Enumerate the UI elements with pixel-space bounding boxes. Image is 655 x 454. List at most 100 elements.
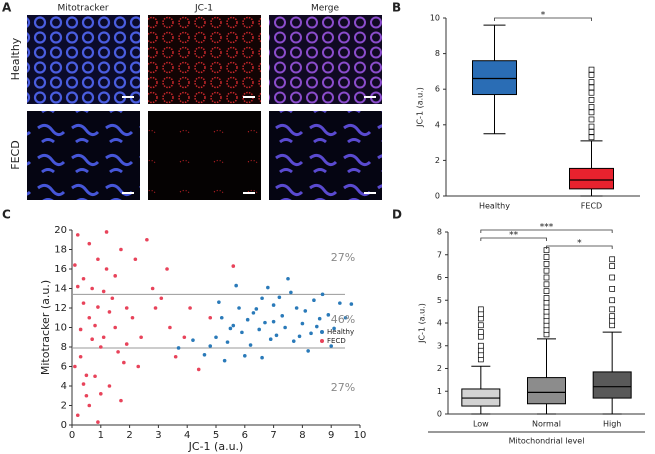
x-tick-label: 7 xyxy=(270,430,276,441)
point xyxy=(75,284,80,289)
point xyxy=(237,306,241,310)
x-tick-label: Healthy xyxy=(479,202,510,211)
point xyxy=(81,301,86,305)
y-tick-label: 4 xyxy=(437,319,442,328)
point xyxy=(263,320,267,325)
point xyxy=(90,286,94,291)
legend-marker xyxy=(320,339,324,343)
x-tick-label: 10 xyxy=(354,430,367,441)
x-tick-label: 6 xyxy=(242,430,248,441)
significance-label: * xyxy=(577,239,582,249)
outlier xyxy=(543,288,550,294)
y-tick-label: 5 xyxy=(437,296,442,305)
point xyxy=(329,344,334,348)
legend-marker xyxy=(320,330,324,334)
micrograph xyxy=(27,15,140,104)
y-tick-label: 8 xyxy=(437,228,442,237)
point xyxy=(208,344,213,348)
point xyxy=(196,367,201,372)
outlier xyxy=(543,274,550,281)
outlier xyxy=(588,72,595,78)
row-label: Healthy xyxy=(9,37,22,80)
point xyxy=(73,364,77,369)
y-tick-label: 18 xyxy=(54,245,67,256)
panel-label: B xyxy=(392,1,401,15)
annotation: 27% xyxy=(331,381,355,394)
point xyxy=(87,315,92,320)
significance-label: ** xyxy=(509,231,519,241)
x-tick-label: 3 xyxy=(155,430,161,441)
outlier xyxy=(588,84,595,91)
point xyxy=(81,276,86,281)
point xyxy=(219,315,224,320)
point xyxy=(306,349,310,353)
point xyxy=(84,373,89,378)
point xyxy=(168,325,172,330)
outlier xyxy=(588,104,595,110)
outlier xyxy=(609,256,616,263)
outlier xyxy=(609,313,616,320)
y-tick-label: 8 xyxy=(61,342,67,353)
point xyxy=(280,314,285,318)
point xyxy=(222,358,227,363)
x-tick-label: 2 xyxy=(126,430,132,441)
y-tick-label: 2 xyxy=(61,401,67,412)
outlier xyxy=(588,66,595,73)
point xyxy=(312,298,316,303)
micrograph xyxy=(269,111,382,200)
point xyxy=(173,354,178,359)
point xyxy=(243,353,247,358)
point xyxy=(130,315,135,320)
y-tick-label: 12 xyxy=(54,303,67,314)
point xyxy=(315,324,319,329)
y-tick-label: 16 xyxy=(54,264,67,275)
significance-label: * xyxy=(541,11,546,21)
y-tick-label: 2 xyxy=(437,364,442,373)
y-axis-label: Mitotracker (a.u.) xyxy=(39,280,52,375)
outlier xyxy=(543,295,550,301)
outlier xyxy=(609,297,616,304)
point xyxy=(136,364,141,369)
row-label: FECD xyxy=(9,140,22,169)
point xyxy=(309,331,313,336)
point xyxy=(165,267,169,271)
point xyxy=(81,382,86,386)
y-axis-label: JC-1 (a.u.) xyxy=(418,303,427,344)
point xyxy=(124,306,129,310)
point xyxy=(251,311,256,315)
point xyxy=(332,326,336,331)
y-tick-label: 4 xyxy=(61,381,67,392)
point xyxy=(93,323,97,328)
point xyxy=(266,285,270,290)
point xyxy=(208,315,213,320)
box xyxy=(472,60,517,96)
point xyxy=(176,346,181,350)
point xyxy=(260,355,264,360)
point xyxy=(116,350,120,354)
outlier xyxy=(588,129,595,135)
outlier xyxy=(588,97,595,103)
point xyxy=(254,307,259,311)
outlier xyxy=(609,286,616,292)
point xyxy=(99,345,103,349)
micrograph xyxy=(148,15,261,104)
y-tick-label: 6 xyxy=(437,273,442,282)
point xyxy=(228,326,233,331)
y-tick-label: 14 xyxy=(54,284,67,295)
panel-label: C xyxy=(2,208,11,222)
point xyxy=(188,306,192,310)
point xyxy=(225,340,230,344)
point xyxy=(283,325,287,330)
outlier xyxy=(609,274,616,281)
point xyxy=(326,313,331,317)
outlier xyxy=(588,134,595,141)
point xyxy=(119,398,123,403)
point xyxy=(240,330,244,335)
x-axis-label: Mitochondrial level xyxy=(509,437,585,446)
x-tick-label: Low xyxy=(473,420,489,429)
significance-bracket xyxy=(494,17,592,21)
point xyxy=(286,276,290,281)
point xyxy=(338,301,342,305)
point xyxy=(303,309,308,313)
